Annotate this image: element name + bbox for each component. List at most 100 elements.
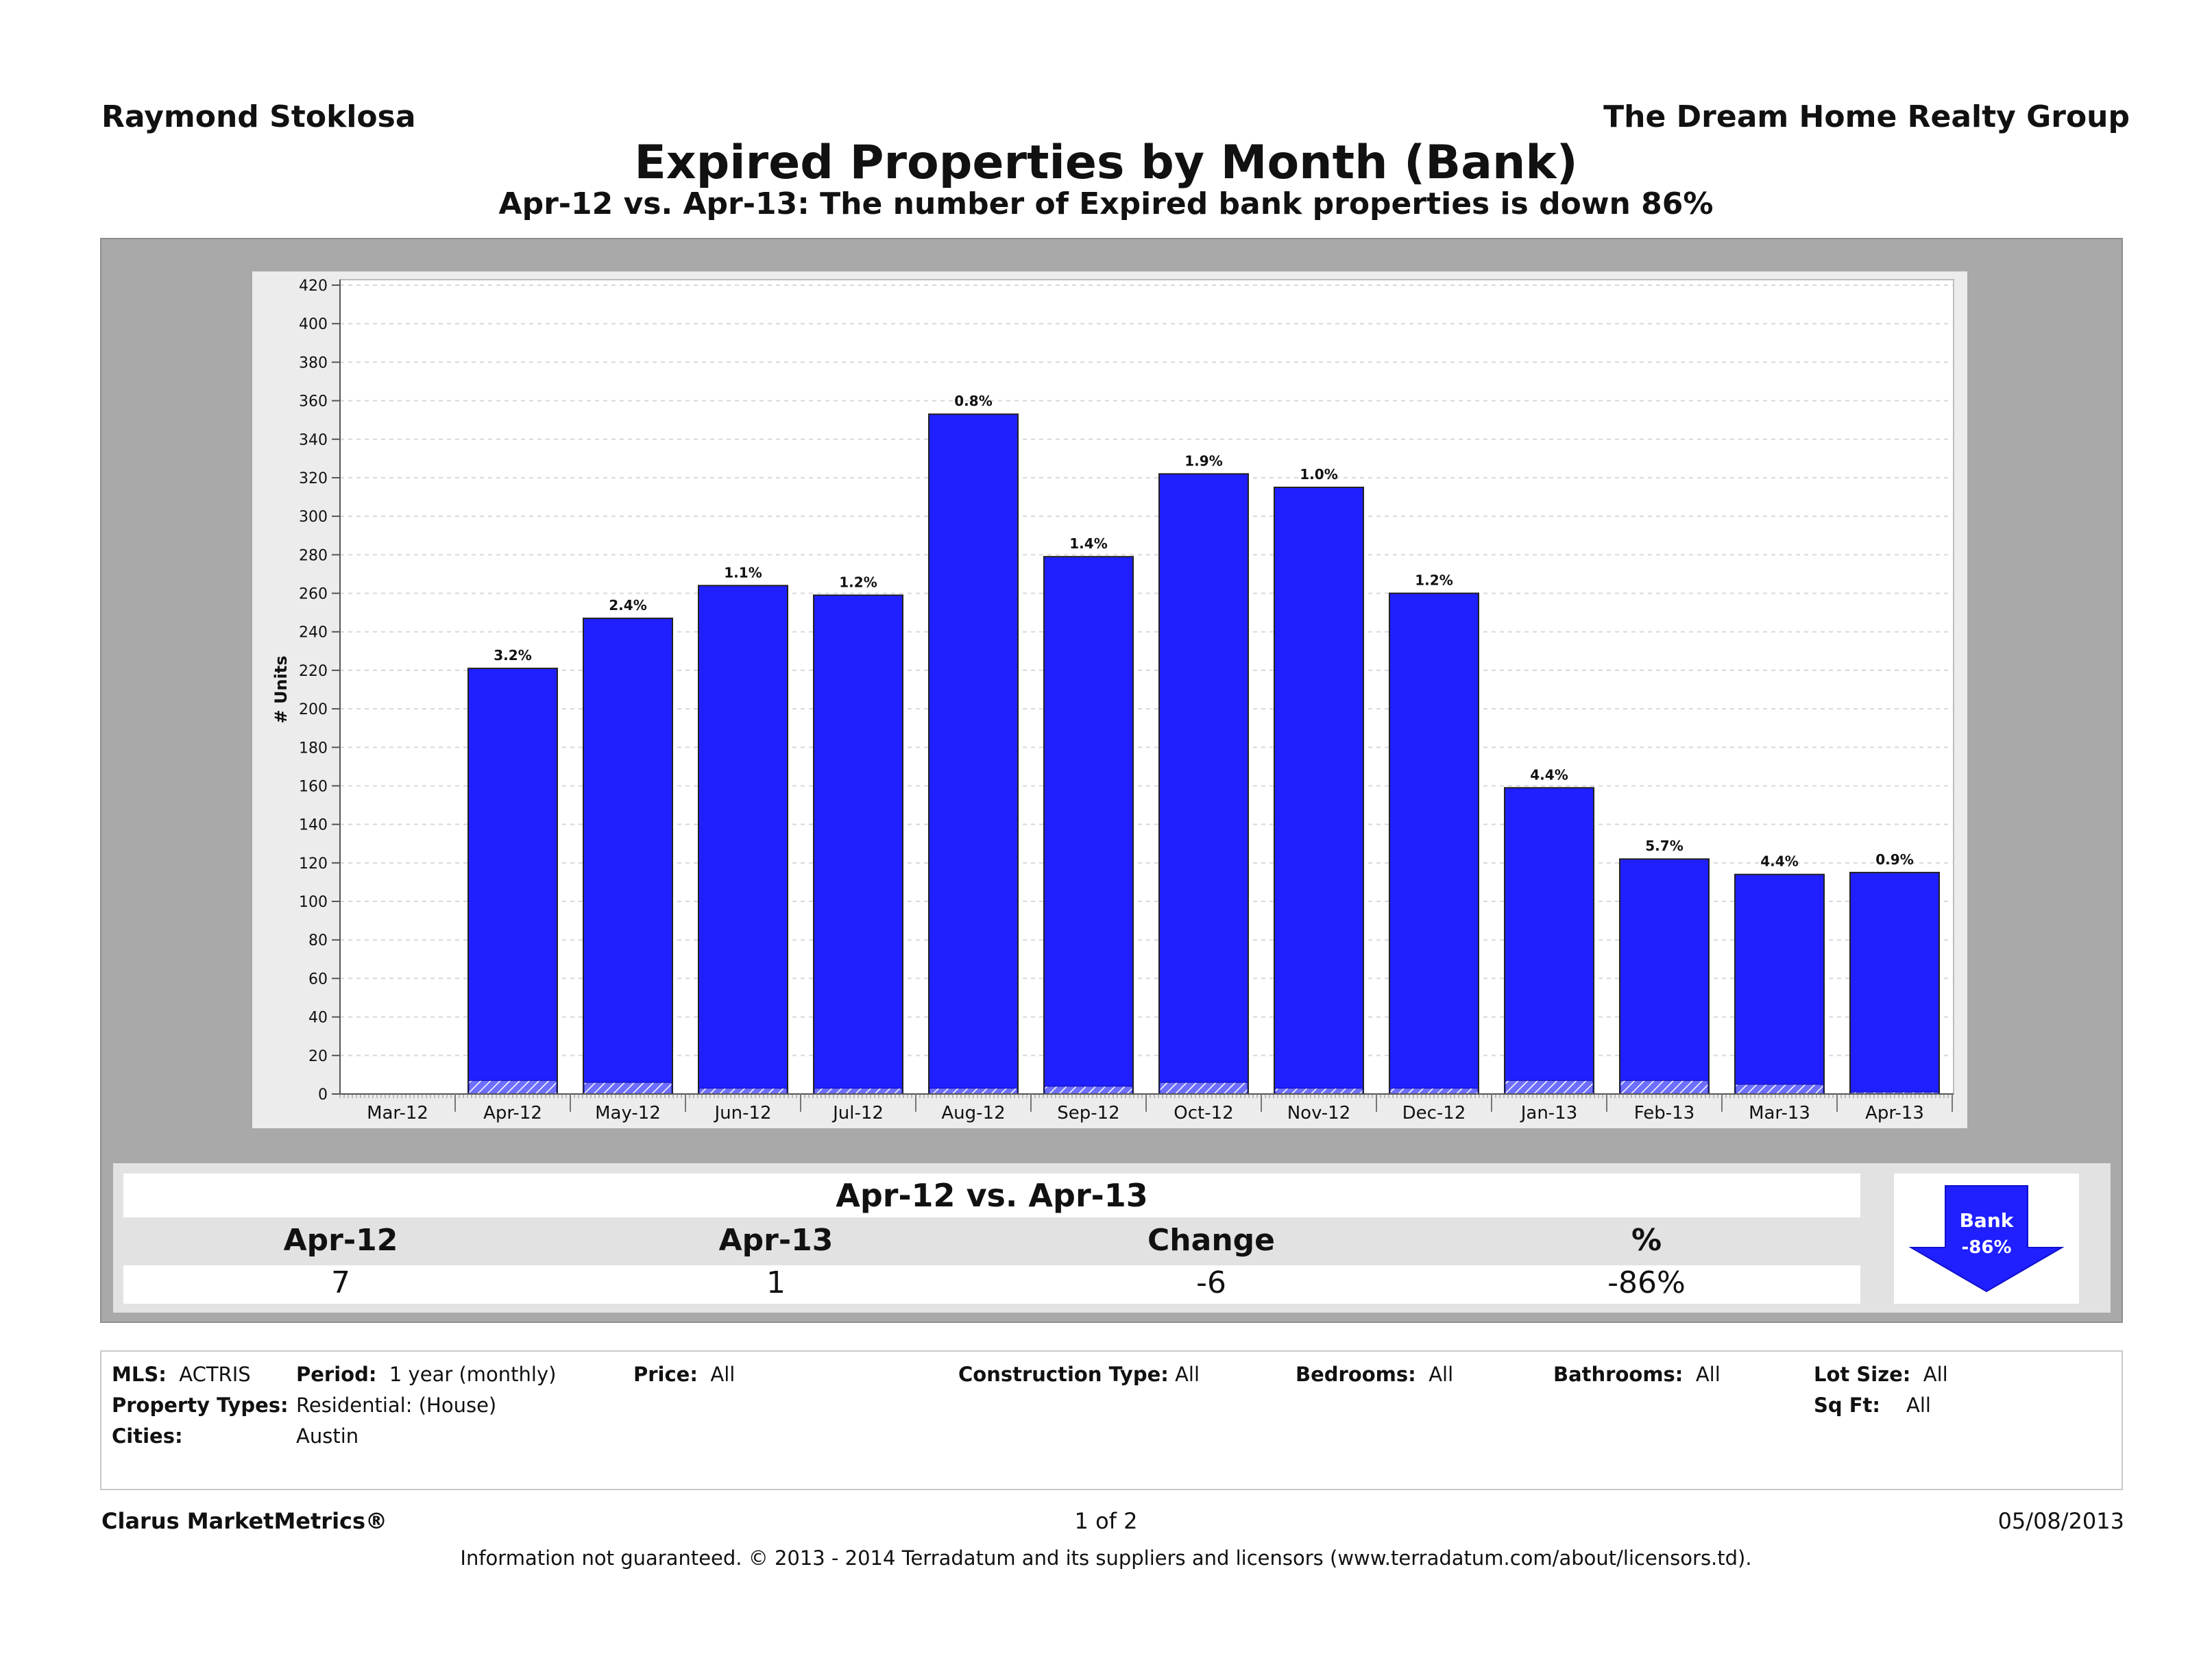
y-tick-label: 60 (308, 971, 328, 988)
y-tick-label: 0 (318, 1086, 328, 1104)
bar-data-label: 0.8% (954, 393, 992, 409)
agent-name: Raymond Stoklosa (101, 99, 416, 134)
bar-data-label: 5.7% (1645, 838, 1683, 854)
x-tick-label: Jan-13 (1520, 1103, 1578, 1123)
filter-sqft-value: All (1906, 1394, 1931, 1417)
x-tick-label: Dec-12 (1402, 1103, 1466, 1123)
bar-bank (468, 1080, 557, 1095)
x-tick-label: May-12 (595, 1103, 661, 1123)
filter-price: Price: All (633, 1363, 736, 1386)
filter-property-types-label: Property Types: (112, 1394, 289, 1417)
x-tick-label: Mar-13 (1749, 1103, 1810, 1123)
summary-value-percent: -86% (1607, 1265, 1686, 1300)
x-tick-label: Sep-12 (1057, 1103, 1119, 1123)
bar-data-label: 1.4% (1069, 535, 1107, 552)
summary-header-percent: % (1631, 1223, 1662, 1258)
x-tick-label: Feb-13 (1634, 1103, 1695, 1123)
y-tick-label: 120 (299, 855, 328, 873)
bar-total (813, 594, 903, 1095)
bar-bank (814, 1088, 903, 1095)
y-tick-label: 180 (299, 740, 328, 757)
y-tick-label: 260 (299, 586, 328, 603)
bar-total (1619, 858, 1710, 1095)
filters-box (100, 1350, 2123, 1490)
bar-bank (1620, 1080, 1709, 1095)
bar-chart: 3.2% 2.4% 1.1% 1.2% 0.8% 1.4% 1.9% 1.0% 1.2% 4.4%… (271, 278, 1954, 1123)
badge-label: Bank (1960, 1209, 2015, 1232)
x-tick-label: Apr-13 (1865, 1103, 1924, 1123)
bar-data-label: 0.9% (1875, 851, 1913, 868)
bar-bank (583, 1082, 672, 1095)
disclaimer: Information not guaranteed. © 2013 - 201… (460, 1546, 1752, 1570)
y-tick-label: 160 (299, 778, 328, 795)
bar-total (1504, 787, 1594, 1095)
y-tick-label: 340 (299, 432, 328, 449)
bar-data-label: 1.1% (724, 564, 762, 581)
y-tick-label: 360 (299, 393, 328, 411)
filter-mls: MLS: ACTRIS (112, 1363, 251, 1386)
bar-data-label: 1.2% (839, 574, 877, 590)
bar-data-label: 4.4% (1530, 766, 1568, 783)
x-tick-label: Jun-12 (713, 1103, 771, 1123)
y-tick-label: 20 (308, 1048, 328, 1065)
x-tick-label: Mar-12 (367, 1103, 428, 1123)
bar-data-label: 3.2% (494, 647, 531, 664)
y-tick-label: 40 (308, 1010, 328, 1027)
bar-data-label: 1.2% (1415, 572, 1453, 589)
bar-bank (698, 1088, 788, 1095)
y-tick-label: 420 (299, 278, 328, 295)
bar-bank (929, 1088, 1018, 1095)
y-tick-label: 320 (299, 470, 328, 487)
report-title: Expired Properties by Month (Bank) (634, 136, 1578, 190)
page-number: 1 of 2 (1074, 1508, 1138, 1534)
bar-total (1849, 871, 1940, 1095)
bar-total (1274, 487, 1364, 1095)
bar-total (698, 585, 788, 1095)
y-tick-label: 300 (299, 509, 328, 526)
filter-period: Period: 1 year (monthly) (296, 1363, 557, 1386)
filter-cities-label: Cities: (112, 1424, 183, 1448)
down-arrow-icon: Bank -86% (1908, 1185, 2065, 1293)
filter-lot-size: Lot Size: All (1814, 1363, 1948, 1386)
summary-value-apr12: 7 (331, 1265, 350, 1300)
bar-bank (1389, 1088, 1479, 1095)
bar-data-label: 1.0% (1300, 466, 1337, 483)
summary-value-row (123, 1265, 1860, 1304)
bar-data-label: 2.4% (609, 597, 646, 613)
summary-value-change: -6 (1196, 1265, 1226, 1300)
y-tick-label: 100 (299, 894, 328, 911)
plot-area (339, 279, 1954, 1095)
bar-total (1734, 873, 1825, 1095)
bar-total (1043, 556, 1134, 1095)
report-date: 05/08/2013 (1997, 1508, 2124, 1534)
brand-name: Clarus MarketMetrics® (101, 1508, 388, 1534)
bar-bank (1159, 1082, 1248, 1095)
y-tick-label: 380 (299, 354, 328, 372)
x-tick-label: Nov-12 (1287, 1103, 1351, 1123)
bar-bank (1044, 1086, 1133, 1095)
comparison-title: Apr-12 vs. Apr-13 (123, 1174, 1860, 1217)
bar-total (1389, 592, 1479, 1095)
bar-bank (1505, 1080, 1594, 1095)
summary-header-apr13: Apr-13 (718, 1223, 834, 1258)
x-tick-label: Oct-12 (1174, 1103, 1233, 1123)
x-tick-label: Aug-12 (941, 1103, 1005, 1123)
bar-total (928, 413, 1019, 1095)
x-tick-label: Jul-12 (831, 1103, 884, 1123)
filter-sqft-label: Sq Ft: (1814, 1394, 1881, 1417)
bar-total (583, 618, 673, 1095)
filter-construction: Construction Type: All (958, 1363, 1200, 1386)
summary-value-apr13: 1 (766, 1265, 786, 1300)
report-subtitle: Apr-12 vs. Apr-13: The number of Expired… (498, 186, 1714, 221)
y-tick-label: 280 (299, 547, 328, 564)
y-axis-label: # Units (271, 655, 291, 723)
y-tick-label: 400 (299, 316, 328, 333)
y-tick-label: 200 (299, 701, 328, 718)
bar-total (1158, 473, 1249, 1095)
x-tick-label: Apr-12 (483, 1103, 542, 1123)
bar-data-label: 1.9% (1184, 452, 1222, 469)
filter-bathrooms: Bathrooms: All (1553, 1363, 1721, 1386)
bar-bank (1735, 1084, 1824, 1095)
filter-bedrooms: Bedrooms: All (1296, 1363, 1454, 1386)
badge-value: -86% (1961, 1237, 2011, 1258)
